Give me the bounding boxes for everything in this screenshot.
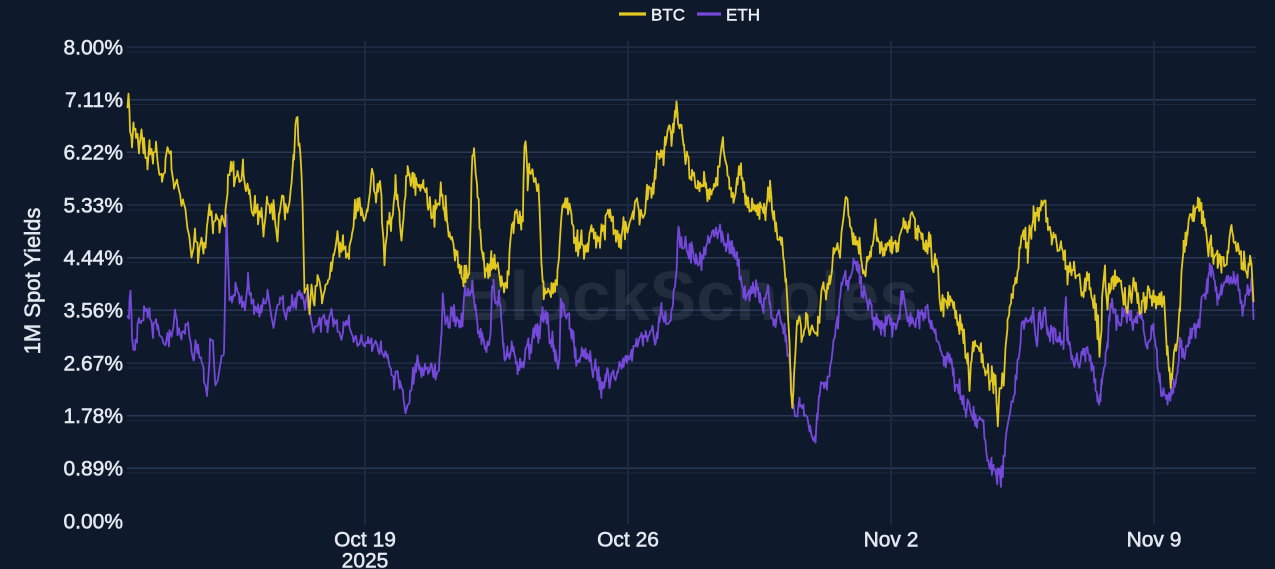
svg-text:Nov 2: Nov 2 [864,529,919,552]
svg-text:1.78%: 1.78% [63,405,123,428]
svg-text:6.22%: 6.22% [63,142,123,165]
svg-text:5.33%: 5.33% [63,194,123,217]
svg-text:2.67%: 2.67% [63,352,123,375]
svg-text:7.11%: 7.11% [65,89,123,112]
svg-text:Oct 19: Oct 19 [334,529,396,552]
svg-text:3.56%: 3.56% [63,300,123,323]
svg-text:Nov 9: Nov 9 [1127,529,1182,552]
svg-text:Oct 26: Oct 26 [597,529,659,552]
svg-text:BlockScholes: BlockScholes [459,257,918,335]
svg-text:BTC: BTC [651,6,685,25]
svg-text:0.89%: 0.89% [63,458,123,481]
svg-text:0.00%: 0.00% [63,510,123,533]
svg-text:8.00%: 8.00% [63,36,123,59]
svg-text:ETH: ETH [726,6,760,25]
svg-text:1M Spot Yields: 1M Spot Yields [20,208,45,355]
svg-text:2025: 2025 [342,550,389,569]
svg-text:4.44%: 4.44% [63,247,123,270]
